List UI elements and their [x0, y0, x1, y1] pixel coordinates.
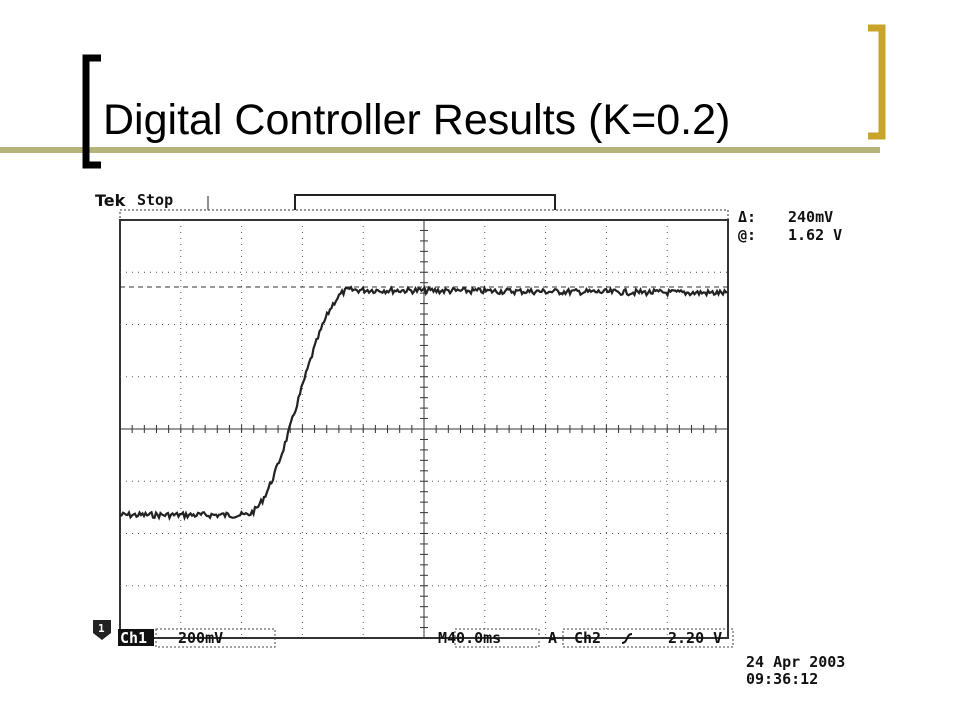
right-bracket	[868, 24, 886, 140]
time: 09:36:12	[746, 670, 818, 688]
channel-marker-shape	[93, 620, 111, 640]
graticule	[119, 219, 729, 639]
trigger-level: 2.20 V	[668, 629, 722, 647]
channel: Ch1	[120, 629, 147, 647]
channel-box	[118, 629, 154, 646]
cursor-at-label: @:	[738, 226, 756, 244]
slide-title: Digital Controller Results (K=0.2)	[103, 96, 730, 144]
trigger-slope-icon	[621, 633, 633, 644]
brand: Tek	[95, 191, 126, 210]
left-bracket	[82, 54, 101, 169]
cursor-delta: 240mV	[788, 208, 833, 226]
record-bracket	[294, 194, 556, 210]
timebase-box	[454, 628, 540, 648]
trigger-label: A	[548, 629, 557, 647]
graticule-top	[119, 209, 729, 221]
title-rule	[0, 147, 880, 153]
trigger-source: Ch2	[574, 629, 601, 647]
scale-box	[155, 628, 276, 648]
trigger-box	[562, 628, 734, 648]
date: 24 Apr 2003	[746, 653, 845, 671]
timebase: M40.0ms	[438, 629, 501, 647]
cursor-delta-label: Δ:	[738, 208, 756, 226]
scale: 200mV	[178, 629, 223, 647]
oscilloscope: Tek Stop Δ: 240mV @: 1.62 V 1 Ch1 200mV …	[93, 191, 845, 688]
cursor-at: 1.62 V	[788, 226, 842, 244]
channel-marker: 1	[98, 622, 105, 635]
status: Stop	[137, 191, 173, 209]
waveform	[119, 285, 728, 522]
